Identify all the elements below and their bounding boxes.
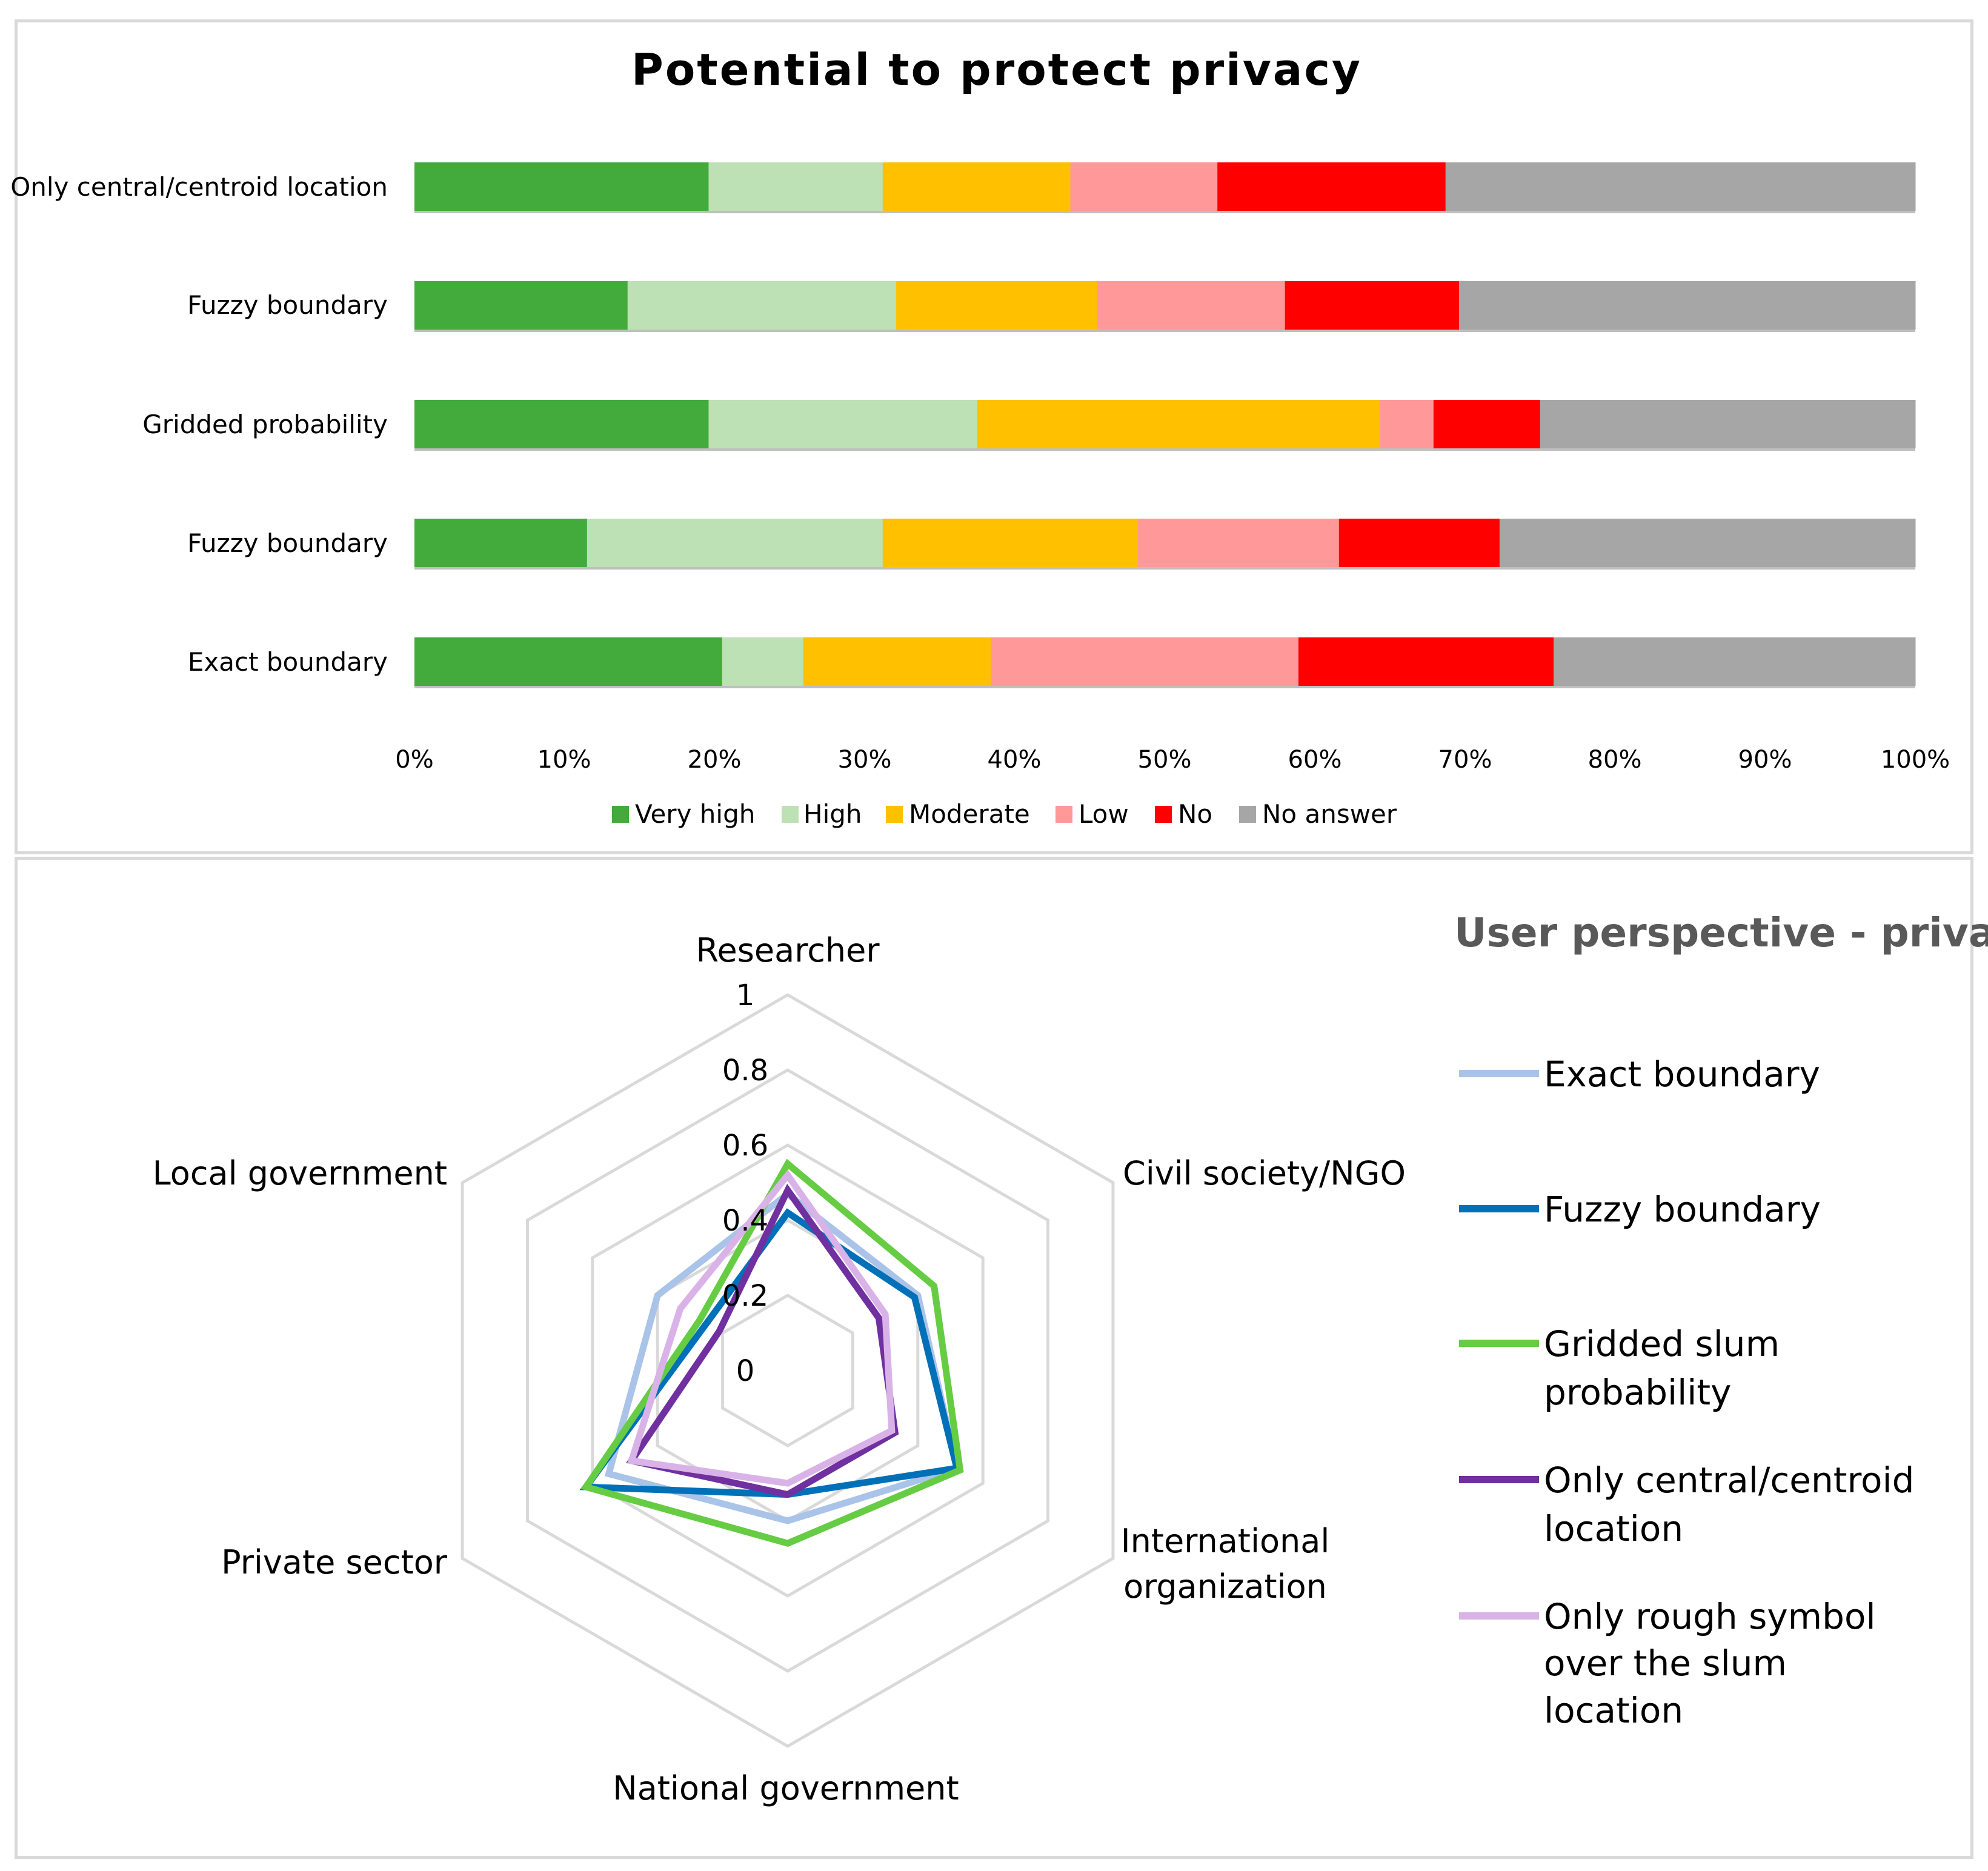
bar-segment: [708, 400, 978, 448]
x-tick-label: 70%: [1438, 746, 1492, 774]
radar-axis-label-national-government: National government: [613, 1769, 959, 1807]
radar-axis-label-researcher: Researcher: [696, 931, 880, 969]
bar-segment: [627, 281, 897, 330]
bar-chart-title: Potential to protect privacy: [631, 44, 1362, 95]
radar-grid-ring: [591, 1143, 985, 1598]
radar-series-line: [580, 1158, 964, 1547]
legend-swatch-low: [1056, 806, 1072, 823]
bar-category-label: Fuzzy boundary: [187, 528, 388, 558]
radar-legend-label-fuzzy: Fuzzy boundary: [1544, 1189, 1821, 1230]
radar-legend-label-rough: Only rough symbol: [1544, 1596, 1876, 1637]
x-tick-label: 10%: [537, 746, 591, 774]
radar-panel: [15, 857, 1973, 1859]
bar-segment: [722, 637, 804, 686]
radar-legend-label-rough-2: over the slum: [1544, 1643, 1787, 1684]
radar-ticks: 0 0.2 0.4 0.6 0.8 1: [722, 979, 768, 1388]
legend-label-very-high: Very high: [635, 799, 755, 829]
x-tick-label: 60%: [1288, 746, 1342, 774]
bar-segment: [882, 162, 1071, 211]
legend-swatch-very-high: [612, 806, 629, 823]
radar-tick-label: 0.4: [722, 1204, 768, 1238]
bar-segment: [1285, 281, 1460, 330]
radar-axis-label-international: International: [1121, 1522, 1330, 1560]
radar-title: User perspective - privacy: [1454, 909, 1988, 956]
bar-category-label: Exact boundary: [188, 647, 388, 677]
radar-axis-label-organization: organization: [1123, 1567, 1327, 1606]
bar-segment: [1554, 637, 1916, 686]
radar-legend-label-centroid-2: location: [1544, 1508, 1683, 1549]
bar-segment: [587, 519, 883, 567]
radar-axis-label-civil-society: Civil society/NGO: [1123, 1154, 1406, 1192]
bar-segment: [414, 162, 709, 211]
bar-segment: [991, 637, 1299, 686]
x-tick-label: 90%: [1738, 746, 1792, 774]
radar-grid-ring: [721, 1294, 854, 1447]
radar-axis-label-private-sector: Private sector: [221, 1543, 448, 1581]
x-tick-label: 40%: [988, 746, 1042, 774]
bar-segment: [1070, 162, 1218, 211]
bar-category-label: Fuzzy boundary: [187, 290, 388, 320]
bar-segment: [414, 400, 709, 448]
radar-tick-label: 1: [736, 979, 755, 1012]
radar-legend-label-gridded-2: probability: [1544, 1372, 1731, 1413]
bar-segment: [1217, 162, 1446, 211]
radar-tick-label: 0.6: [722, 1129, 768, 1163]
bar-segment: [414, 519, 588, 567]
bar-segment: [803, 637, 991, 686]
bar-segment: [1433, 400, 1541, 448]
radar-grid-ring: [460, 993, 1115, 1748]
radar-legend-label-exact: Exact boundary: [1544, 1054, 1820, 1095]
radar-grid-ring: [525, 1068, 1050, 1673]
radar-axis-label-local-government: Local government: [153, 1154, 447, 1192]
bar-segment: [1499, 519, 1916, 567]
bar-segment: [708, 162, 883, 211]
bar-segment: [1097, 281, 1286, 330]
bar-segment: [1379, 400, 1434, 448]
bar-segment: [1445, 162, 1916, 211]
x-tick-label: 80%: [1588, 746, 1642, 774]
bar-segment: [1298, 637, 1554, 686]
radar-legend-label-centroid: Only central/centroid: [1544, 1460, 1914, 1501]
bar-segment: [896, 281, 1098, 330]
x-tick-label: 100%: [1881, 746, 1950, 774]
bar-segment: [414, 637, 723, 686]
radar-tick-label: 0: [736, 1354, 755, 1388]
bar-category-label: Gridded probability: [142, 410, 388, 439]
radar-series-line: [627, 1169, 896, 1487]
x-tick-label: 30%: [838, 746, 892, 774]
radar-series: [579, 1158, 964, 1547]
bar-segment: [1540, 400, 1916, 448]
bar-segment: [414, 281, 628, 330]
legend-label-high: High: [803, 799, 862, 829]
bar-segment: [1338, 519, 1500, 567]
x-tick-label: 0%: [395, 746, 433, 774]
bar-segment: [1137, 519, 1340, 567]
bar-segment: [977, 400, 1380, 448]
legend-swatch-high: [782, 806, 799, 823]
legend-label-no-answer: No answer: [1262, 799, 1397, 829]
radar-grid: [460, 993, 1115, 1748]
radar-series-line: [626, 1183, 899, 1498]
radar-tick-label: 0.2: [722, 1279, 768, 1313]
legend-swatch-no: [1155, 806, 1172, 823]
legend-swatch-moderate: [886, 806, 903, 823]
bar-category-label: Only central/centroid location: [10, 172, 388, 202]
x-tick-label: 50%: [1138, 746, 1192, 774]
radar-series-line: [604, 1189, 961, 1524]
x-tick-label: 20%: [688, 746, 742, 774]
bar-segment: [882, 519, 1139, 567]
radar-tick-label: 0.8: [722, 1054, 768, 1088]
legend-label-moderate: Moderate: [909, 799, 1030, 829]
legend-label-low: Low: [1079, 799, 1129, 829]
bars-layer: [414, 162, 1916, 688]
radar-legend-label-gridded: Gridded slum: [1544, 1323, 1780, 1364]
bar-segment: [1458, 281, 1916, 330]
radar-legend-label-rough-3: location: [1544, 1690, 1683, 1731]
legend-label-no: No: [1178, 799, 1212, 829]
legend-swatch-no-answer: [1239, 806, 1256, 823]
